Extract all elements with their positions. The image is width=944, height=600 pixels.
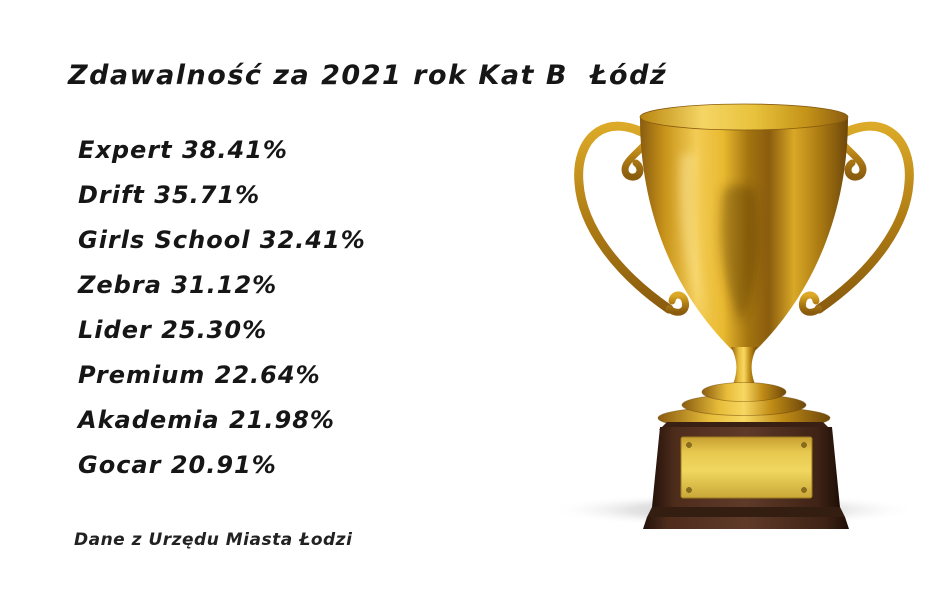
page-title: Zdawalność za 2021 rok Kat B Łódź — [68, 60, 668, 91]
ranking-item: Drift 35.71% — [78, 181, 261, 209]
trophy-left-handle — [574, 121, 690, 316]
ranking-item: Gocar 20.91% — [78, 451, 277, 479]
ranking-item: Lider 25.30% — [78, 316, 268, 344]
ranking-item: Premium 22.64% — [78, 361, 321, 389]
ranking-item: Expert 38.41% — [78, 136, 288, 164]
trophy-stem — [657, 347, 831, 430]
ranking-item: Girls School 32.41% — [78, 226, 366, 254]
source-note: Dane z Urzędu Miasta Łodzi — [74, 530, 353, 550]
trophy-right-handle — [798, 121, 914, 316]
ranking-list: Expert 38.41% Drift 35.71% Girls School … — [78, 128, 366, 488]
ranking-item: Zebra 31.12% — [78, 271, 278, 299]
trophy-plaque — [680, 436, 813, 499]
trophy-cup — [639, 103, 849, 352]
ranking-item: Akademia 21.98% — [78, 406, 335, 434]
gold-trophy-icon — [545, 95, 935, 565]
